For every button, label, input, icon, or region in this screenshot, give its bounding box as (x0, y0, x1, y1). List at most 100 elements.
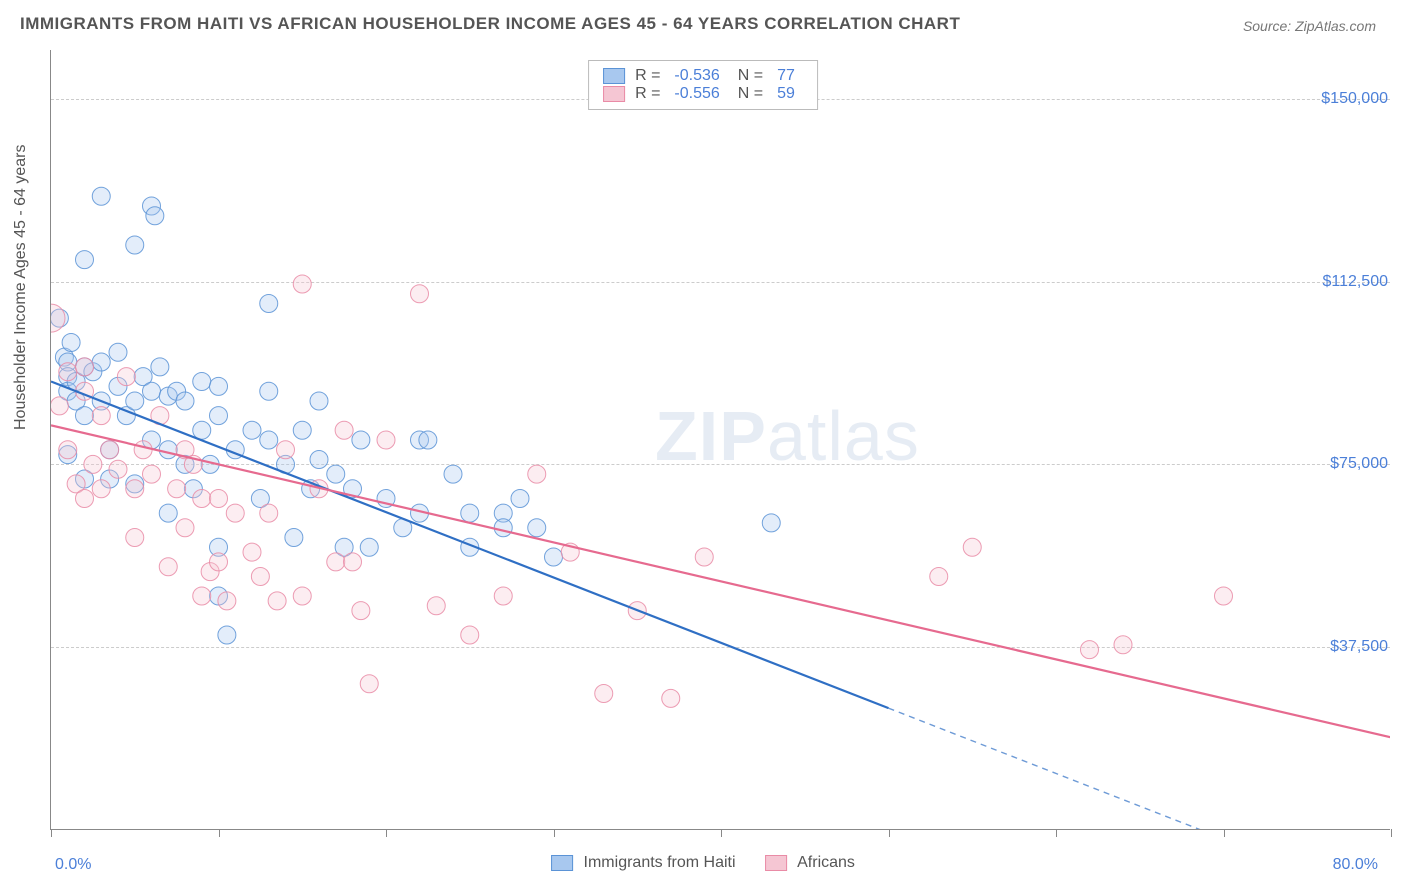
n-value-haiti: 77 (777, 67, 795, 85)
data-point (51, 397, 68, 415)
data-point (963, 538, 981, 556)
data-point (662, 689, 680, 707)
x-tick (386, 829, 387, 837)
data-point (1114, 636, 1132, 654)
data-point (76, 407, 94, 425)
data-point (92, 187, 110, 205)
data-point (360, 538, 378, 556)
r-value-africans: -0.556 (674, 85, 719, 103)
x-tick (1224, 829, 1225, 837)
data-point (92, 353, 110, 371)
data-point (327, 553, 345, 571)
data-point (176, 392, 194, 410)
data-point (243, 543, 261, 561)
data-point (277, 441, 295, 459)
data-point (360, 675, 378, 693)
data-point (51, 304, 65, 332)
correlation-row-2: R = -0.556 N = 59 (603, 85, 803, 103)
data-point (511, 490, 529, 508)
x-tick (721, 829, 722, 837)
data-point (193, 421, 211, 439)
data-point (695, 548, 713, 566)
chart-title: IMMIGRANTS FROM HAITI VS AFRICAN HOUSEHO… (20, 14, 960, 34)
data-point (427, 597, 445, 615)
data-point (126, 236, 144, 254)
data-point (545, 548, 563, 566)
x-tick (889, 829, 890, 837)
trend-line-extrapolated (889, 708, 1391, 829)
data-point (461, 626, 479, 644)
legend-swatch-haiti-icon (551, 855, 573, 871)
data-point (159, 441, 177, 459)
data-point (595, 685, 613, 703)
trend-line (51, 425, 1390, 737)
data-point (92, 407, 110, 425)
data-point (260, 295, 278, 313)
plot-svg (51, 50, 1390, 829)
data-point (76, 490, 94, 508)
source-link[interactable]: ZipAtlas.com (1295, 18, 1376, 34)
data-point (762, 514, 780, 532)
data-point (92, 480, 110, 498)
data-point (146, 207, 164, 225)
data-point (293, 421, 311, 439)
data-point (210, 407, 228, 425)
correlation-legend: R = -0.536 N = 77 R = -0.556 N = 59 (588, 60, 818, 110)
data-point (285, 529, 303, 547)
x-tick (219, 829, 220, 837)
data-point (109, 460, 127, 478)
data-point (109, 343, 127, 361)
data-point (126, 480, 144, 498)
n-label: N = (738, 67, 763, 85)
data-point (210, 490, 228, 508)
plot-area: ZIPatlas (50, 50, 1390, 830)
n-label: N = (738, 85, 763, 103)
data-point (84, 455, 102, 473)
data-point (151, 358, 169, 376)
data-point (193, 587, 211, 605)
data-point (335, 421, 353, 439)
chart-container: IMMIGRANTS FROM HAITI VS AFRICAN HOUSEHO… (0, 0, 1406, 892)
r-label: R = (635, 85, 660, 103)
data-point (159, 558, 177, 576)
data-point (210, 377, 228, 395)
data-point (528, 519, 546, 537)
data-point (210, 553, 228, 571)
correlation-row-1: R = -0.536 N = 77 (603, 67, 803, 85)
data-point (377, 431, 395, 449)
x-tick (554, 829, 555, 837)
data-point (218, 592, 236, 610)
series-legend: Immigrants from Haiti Africans (551, 854, 855, 872)
legend-label-africans: Africans (797, 854, 855, 871)
data-point (134, 441, 152, 459)
data-point (143, 465, 161, 483)
x-tick (51, 829, 52, 837)
n-value-africans: 59 (777, 85, 795, 103)
data-point (193, 490, 211, 508)
data-point (59, 363, 77, 381)
data-point (76, 251, 94, 269)
data-point (1215, 587, 1233, 605)
data-point (260, 431, 278, 449)
legend-item-haiti: Immigrants from Haiti (551, 854, 735, 872)
data-point (293, 587, 311, 605)
data-point (310, 451, 328, 469)
legend-swatch-haiti (603, 68, 625, 84)
trend-line (51, 382, 889, 709)
source-prefix: Source: (1243, 18, 1295, 34)
data-point (494, 587, 512, 605)
r-label: R = (635, 67, 660, 85)
data-point (461, 504, 479, 522)
data-point (218, 626, 236, 644)
x-axis-min-label: 0.0% (55, 856, 91, 874)
data-point (494, 519, 512, 537)
data-point (411, 285, 429, 303)
data-point (193, 373, 211, 391)
r-value-haiti: -0.536 (674, 67, 719, 85)
data-point (344, 553, 362, 571)
data-point (168, 480, 186, 498)
data-point (226, 504, 244, 522)
source-attribution: Source: ZipAtlas.com (1243, 18, 1376, 34)
data-point (59, 441, 77, 459)
legend-swatch-africans (603, 86, 625, 102)
